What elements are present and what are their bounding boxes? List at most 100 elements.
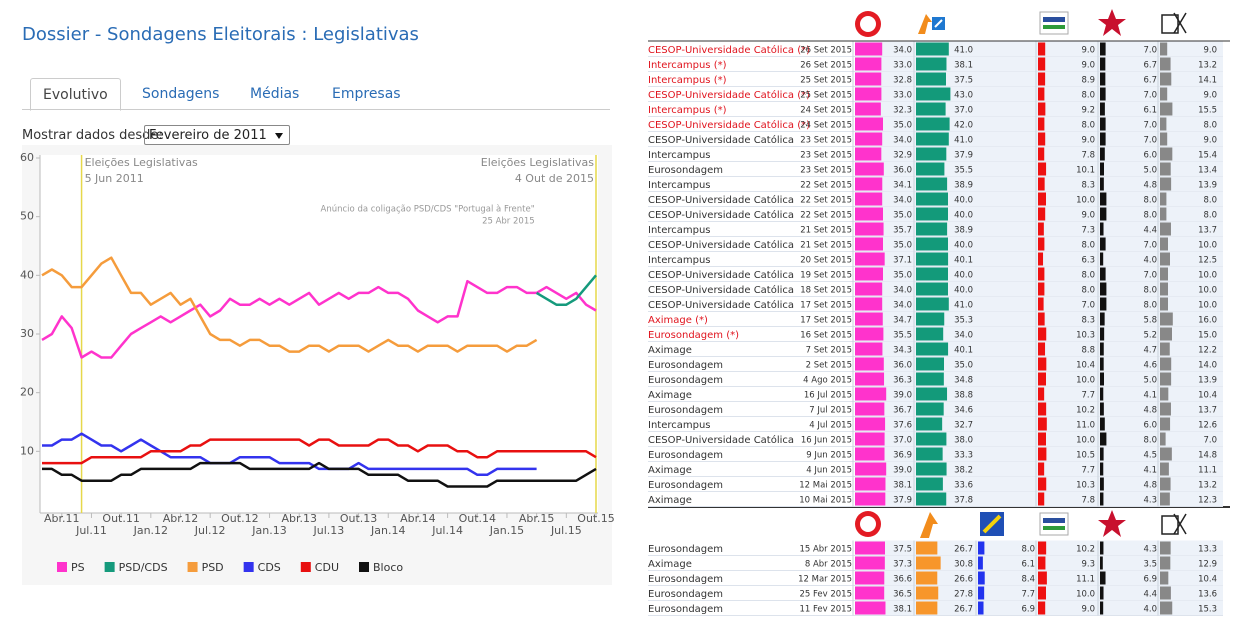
cds-logo-mark xyxy=(982,514,1002,534)
vote-value: 13.9 xyxy=(1198,181,1217,191)
poll-date: 22 Set 2015 xyxy=(800,211,852,221)
x-tick-label: Out.14 xyxy=(459,512,496,525)
vote-bar xyxy=(916,267,948,281)
vote-value: 6.1 xyxy=(1143,106,1157,116)
vote-value: 36.0 xyxy=(893,361,912,371)
vote-bar xyxy=(1160,222,1171,236)
vote-value: 8.0 xyxy=(1143,436,1157,446)
vote-value: 33.6 xyxy=(954,481,973,491)
vote-bar xyxy=(1160,571,1169,585)
poll-date: 7 Set 2015 xyxy=(806,346,852,356)
vote-bar xyxy=(855,102,881,116)
vote-value: 32.9 xyxy=(893,151,912,161)
vote-value: 10.1 xyxy=(1076,166,1095,176)
x-tick-label: Out.13 xyxy=(340,512,377,525)
vote-bar xyxy=(1100,132,1106,146)
vote-bar xyxy=(916,342,949,356)
vote-bar xyxy=(1160,282,1168,296)
vote-bar xyxy=(916,102,946,116)
select-arrow xyxy=(275,133,283,139)
vote-value: 35.5 xyxy=(954,166,973,176)
vote-value: 7.0 xyxy=(1143,271,1157,281)
pollster: Aximage xyxy=(648,345,692,356)
poll-date: 7 Jul 2015 xyxy=(809,406,852,416)
vote-bar xyxy=(1160,417,1171,431)
vote-bar xyxy=(1160,42,1168,56)
vote-value: 38.1 xyxy=(893,481,912,491)
vote-bar xyxy=(1038,72,1046,86)
vote-value: 8.0 xyxy=(1203,211,1217,221)
pollster: Eurosondagem xyxy=(648,405,723,416)
outros-box xyxy=(1161,515,1179,535)
vote-value: 8.0 xyxy=(1081,286,1095,296)
vote-value: 39.0 xyxy=(893,391,912,401)
tab[interactable]: Evolutivo xyxy=(30,78,121,111)
vote-bar xyxy=(1038,252,1044,266)
poll-date: 12 Mai 2015 xyxy=(799,481,852,491)
vote-bar xyxy=(1038,282,1045,296)
vote-value: 6.3 xyxy=(1081,256,1095,266)
poll-date: 26 Set 2015 xyxy=(800,61,852,71)
annotation: Anúncio da coligação PSD/CDS "Portugal à… xyxy=(321,205,535,215)
date-select[interactable]: Fevereiro de 2011 xyxy=(144,125,290,145)
vote-bar xyxy=(1100,297,1107,311)
tab[interactable]: Médias xyxy=(250,86,300,102)
pollster: CESOP-Universidade Católica xyxy=(648,434,794,446)
poll-date: 24 Set 2015 xyxy=(800,121,852,131)
vote-value: 13.7 xyxy=(1198,406,1217,416)
tab[interactable]: Sondagens xyxy=(142,86,220,102)
vote-value: 26.7 xyxy=(954,545,973,555)
x-tick-label: Jan.13 xyxy=(251,524,286,537)
cdu-logo xyxy=(1039,512,1069,536)
vote-bar xyxy=(855,387,887,401)
pollster: Eurosondagem xyxy=(648,360,723,371)
vote-bar xyxy=(1038,312,1045,326)
vote-bar xyxy=(916,601,938,615)
vote-bar xyxy=(1100,447,1104,461)
vote-value: 10.0 xyxy=(1198,271,1217,281)
y-tick-label: 40 xyxy=(20,268,34,281)
vote-bar xyxy=(1100,571,1106,585)
vote-bar xyxy=(1038,556,1046,570)
vote-value: 34.0 xyxy=(893,301,912,311)
vote-value: 8.0 xyxy=(1143,211,1157,221)
vote-bar xyxy=(1100,207,1107,221)
vote-value: 36.5 xyxy=(893,590,912,600)
party-logos-bottom xyxy=(855,510,1187,538)
vote-value: 10.0 xyxy=(1076,590,1095,600)
vote-value: 7.8 xyxy=(1081,496,1095,506)
vote-bar xyxy=(916,177,948,191)
pollster: CESOP-Universidade Católica xyxy=(648,209,794,221)
vote-bar xyxy=(1100,541,1104,555)
vote-bar xyxy=(1100,267,1106,281)
vote-value: 7.0 xyxy=(1143,136,1157,146)
vote-bar xyxy=(855,252,885,266)
chart: 102030405060Abr.11Jul.11Out.11Jan.12Abr.… xyxy=(20,145,615,585)
vote-bar xyxy=(1100,222,1104,236)
vote-value: 26.7 xyxy=(954,605,973,615)
poll-date: 16 Set 2015 xyxy=(800,331,852,341)
vote-bar xyxy=(916,282,948,296)
vote-value: 10.0 xyxy=(1198,286,1217,296)
vote-value: 36.9 xyxy=(893,451,912,461)
vote-value: 7.0 xyxy=(1143,46,1157,56)
legend-swatch xyxy=(243,562,254,572)
vote-value: 13.6 xyxy=(1198,590,1217,600)
vote-bar xyxy=(1038,417,1047,431)
vote-value: 10.4 xyxy=(1198,575,1217,585)
legend-label: CDU xyxy=(315,561,339,574)
vote-bar xyxy=(1100,252,1104,266)
dossier-panel: Dossier - Sondagens Eleitorais : Legisla… xyxy=(20,24,615,585)
vote-value: 38.0 xyxy=(954,436,973,446)
pollster: CESOP-Universidade Católica (*) xyxy=(648,89,810,101)
vote-bar xyxy=(855,42,883,56)
vote-bar xyxy=(916,132,949,146)
vote-value: 8.3 xyxy=(1081,181,1095,191)
pollster: Eurosondagem xyxy=(648,165,723,176)
pollster: Aximage xyxy=(648,390,692,401)
vote-bar xyxy=(916,541,938,555)
tab[interactable]: Empresas xyxy=(332,86,401,102)
vote-value: 15.0 xyxy=(1198,331,1217,341)
pollster: Eurosondagem xyxy=(648,375,723,386)
vote-bar xyxy=(855,556,885,570)
